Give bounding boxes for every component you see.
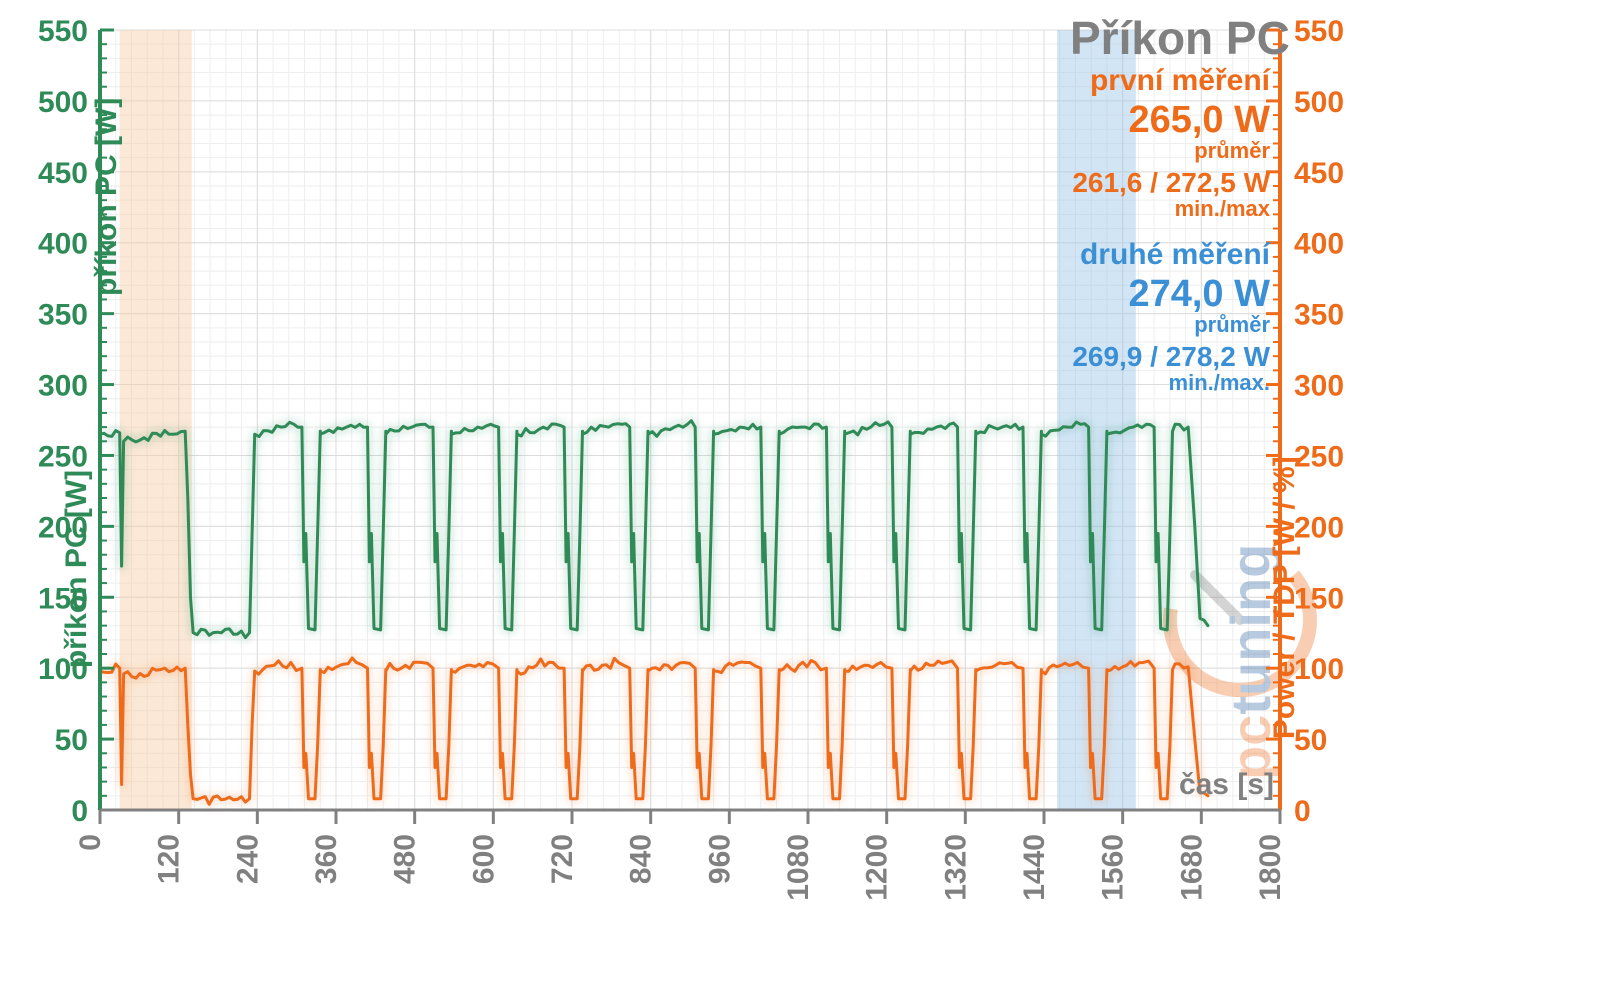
- x-tick-label: 360: [310, 834, 343, 884]
- chart-canvas: pctuning05010015020025030035040045050055…: [0, 0, 1600, 1008]
- anno1-value: 265,0 W: [1128, 99, 1270, 141]
- anno1-minmax-label: min./max: [1175, 196, 1271, 221]
- x-tick-label: 120: [153, 834, 186, 884]
- x-tick-label: 240: [231, 834, 264, 884]
- y-right-tick-label: 350: [1294, 299, 1344, 332]
- x-tick-label: 480: [389, 834, 422, 884]
- y-left-tick-label: 50: [55, 724, 88, 757]
- y-right-tick-label: 150: [1294, 582, 1344, 615]
- x-tick-label: 600: [467, 834, 500, 884]
- y-left-tick-label: 400: [38, 228, 88, 261]
- y-right-tick-label: 200: [1294, 511, 1344, 544]
- y-right-tick-label: 300: [1294, 370, 1344, 403]
- anno1-minmax: 261,6 / 272,5 W: [1072, 167, 1270, 198]
- x-tick-label: 1320: [939, 834, 972, 901]
- x-tick-label: 1440: [1018, 834, 1051, 901]
- y-right-tick-label: 500: [1294, 86, 1344, 119]
- anno2-value: 274,0 W: [1128, 273, 1270, 315]
- x-tick-label: 1680: [1175, 834, 1208, 901]
- anno2-title: druhé měření: [1080, 238, 1272, 271]
- power-chart: pctuning05010015020025030035040045050055…: [0, 0, 1600, 1008]
- y-right-title: Power / TDP [W / %]: [1268, 456, 1301, 739]
- anno2-minmax: 269,9 / 278,2 W: [1072, 341, 1270, 372]
- y-left-tick-label: 0: [71, 795, 88, 828]
- y-right-tick-label: 250: [1294, 440, 1344, 473]
- x-tick-label: 840: [625, 834, 658, 884]
- y-left-tick-label: 550: [38, 15, 88, 48]
- y-left-tick-label: 500: [38, 86, 88, 119]
- x-tick-label: 0: [74, 834, 107, 851]
- y-left-tick-label: 350: [38, 299, 88, 332]
- x-axis-label: čas [s]: [1179, 768, 1274, 801]
- anno1-title: první měření: [1090, 64, 1272, 97]
- y-right-tick-label: 400: [1294, 228, 1344, 261]
- y-right-tick-label: 100: [1294, 653, 1344, 686]
- y-left-tick-label: 300: [38, 370, 88, 403]
- y-left-tick-label: 250: [38, 440, 88, 473]
- y-right-tick-label: 550: [1294, 15, 1344, 48]
- x-tick-label: 960: [703, 834, 736, 884]
- anno2-avg-label: průměr: [1194, 312, 1270, 337]
- anno1-avg-label: průměr: [1194, 138, 1270, 163]
- highlight-band: [1057, 30, 1136, 810]
- y-right-tick-label: 450: [1294, 157, 1344, 190]
- x-tick-label: 1800: [1254, 834, 1287, 901]
- x-tick-label: 1560: [1097, 834, 1130, 901]
- x-tick-label: 1080: [782, 834, 815, 901]
- y-right-tick-label: 0: [1294, 795, 1311, 828]
- anno2-minmax-label: min./max.: [1169, 370, 1270, 395]
- chart-title: Příkon PC: [1070, 12, 1290, 64]
- x-tick-label: 1200: [861, 834, 894, 901]
- y-left-title: příkon PC [W]: [60, 470, 93, 668]
- highlight-band: [120, 30, 192, 810]
- x-tick-label: 720: [546, 834, 579, 884]
- y-left-label: příkon PC [W]: [90, 98, 123, 296]
- y-left-tick-label: 450: [38, 157, 88, 190]
